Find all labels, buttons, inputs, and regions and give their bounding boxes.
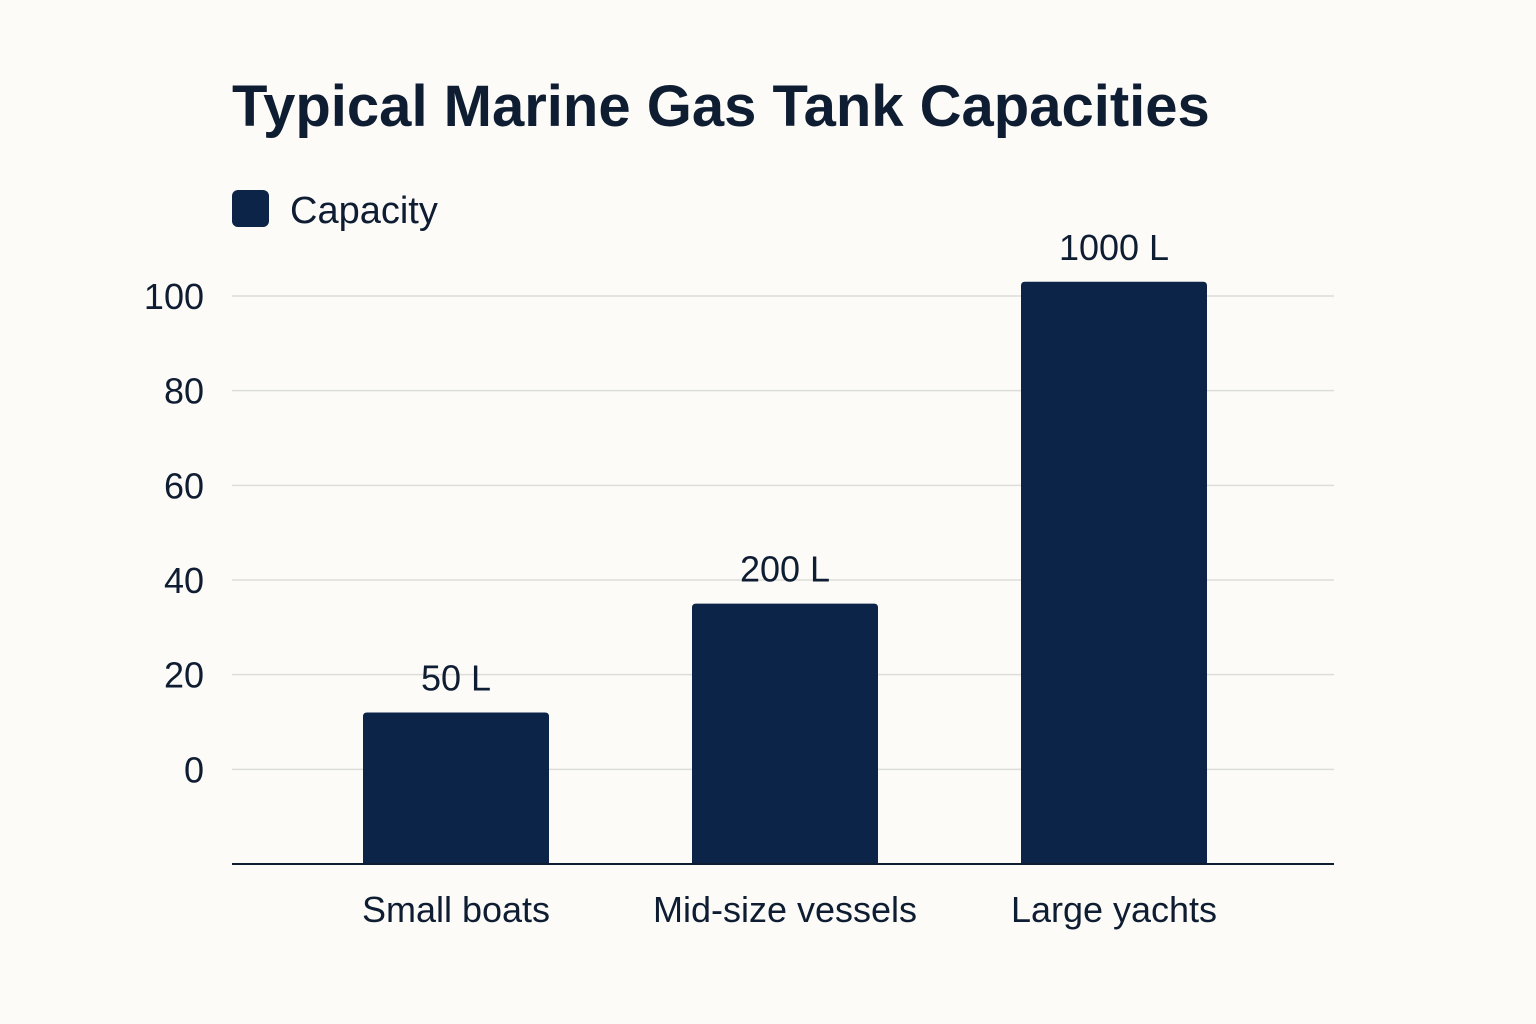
x-category-label: Small boats (362, 889, 550, 930)
bar-small-boats (363, 712, 549, 864)
chart-title: Typical Marine Gas Tank Capacities (232, 74, 1210, 139)
legend-swatch (232, 190, 269, 227)
x-category-label: Large yachts (1011, 889, 1217, 930)
x-axis-labels: Small boats Mid-size vessels Large yachts (362, 889, 1217, 930)
y-tick-label: 60 (164, 465, 204, 506)
bar-mid-size-vessels (692, 603, 878, 864)
bar-large-yachts (1021, 281, 1207, 864)
legend-label: Capacity (290, 190, 438, 232)
bars (363, 281, 1207, 864)
y-tick-label: 100 (144, 276, 204, 317)
data-label: 50 L (421, 658, 491, 699)
y-tick-label: 0 (184, 749, 204, 790)
data-labels: 50 L 200 L 1000 L (421, 227, 1169, 699)
y-tick-label: 20 (164, 655, 204, 696)
y-axis-ticks: 0 20 40 60 80 100 (144, 276, 204, 790)
y-tick-label: 80 (164, 371, 204, 412)
data-label: 1000 L (1059, 227, 1169, 268)
data-label: 200 L (740, 549, 830, 590)
x-category-label: Mid-size vessels (653, 889, 917, 930)
y-tick-label: 40 (164, 560, 204, 601)
